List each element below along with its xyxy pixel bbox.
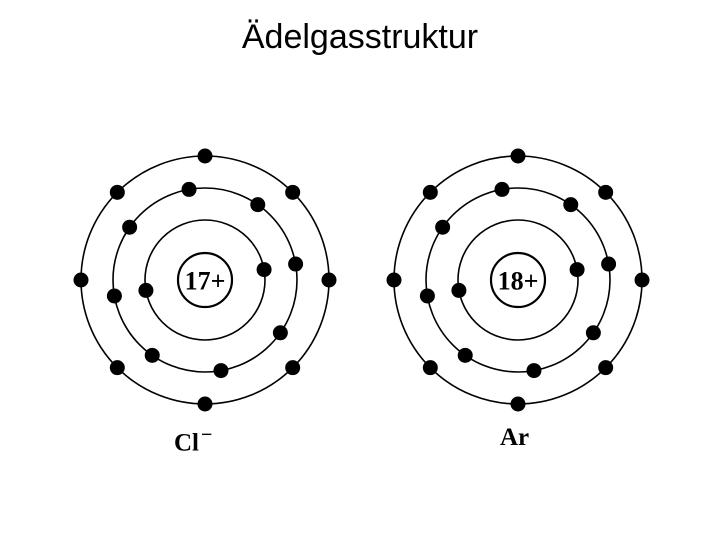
atom-argon: 18+ (368, 130, 668, 430)
electron (122, 220, 137, 235)
electron (387, 273, 402, 288)
electron (458, 348, 473, 363)
electron (495, 182, 510, 197)
electron (285, 360, 300, 375)
electron (107, 288, 122, 303)
page-title: Ädelgasstruktur (0, 18, 720, 57)
electron (435, 220, 450, 235)
electron (257, 262, 272, 277)
element-symbol: Ar (500, 424, 529, 451)
electron (198, 397, 213, 412)
electron (570, 262, 585, 277)
electron (423, 185, 438, 200)
electron (563, 197, 578, 212)
electron (598, 185, 613, 200)
electron (110, 185, 125, 200)
nucleus-label: 17+ (185, 267, 226, 296)
element-charge: − (201, 424, 212, 446)
element-symbol: Cl (174, 429, 199, 456)
electron (420, 288, 435, 303)
electron (110, 360, 125, 375)
electron (285, 185, 300, 200)
electron (511, 149, 526, 164)
electron (451, 283, 466, 298)
electron (198, 149, 213, 164)
electron (423, 360, 438, 375)
electron (635, 273, 650, 288)
electron (138, 283, 153, 298)
electron (213, 363, 228, 378)
electron (586, 325, 601, 340)
atom-chlorine-ion: 17+ (55, 130, 355, 430)
nucleus-label: 18+ (498, 267, 539, 296)
electron (322, 273, 337, 288)
electron (273, 325, 288, 340)
element-label-argon: Ar (500, 424, 529, 452)
electron (250, 197, 265, 212)
electron (74, 273, 89, 288)
electron (526, 363, 541, 378)
electron (145, 348, 160, 363)
element-label-chlorine-ion: Cl− (174, 424, 212, 457)
electron (601, 257, 616, 272)
electron (182, 182, 197, 197)
electron (598, 360, 613, 375)
electron (288, 257, 303, 272)
electron (511, 397, 526, 412)
